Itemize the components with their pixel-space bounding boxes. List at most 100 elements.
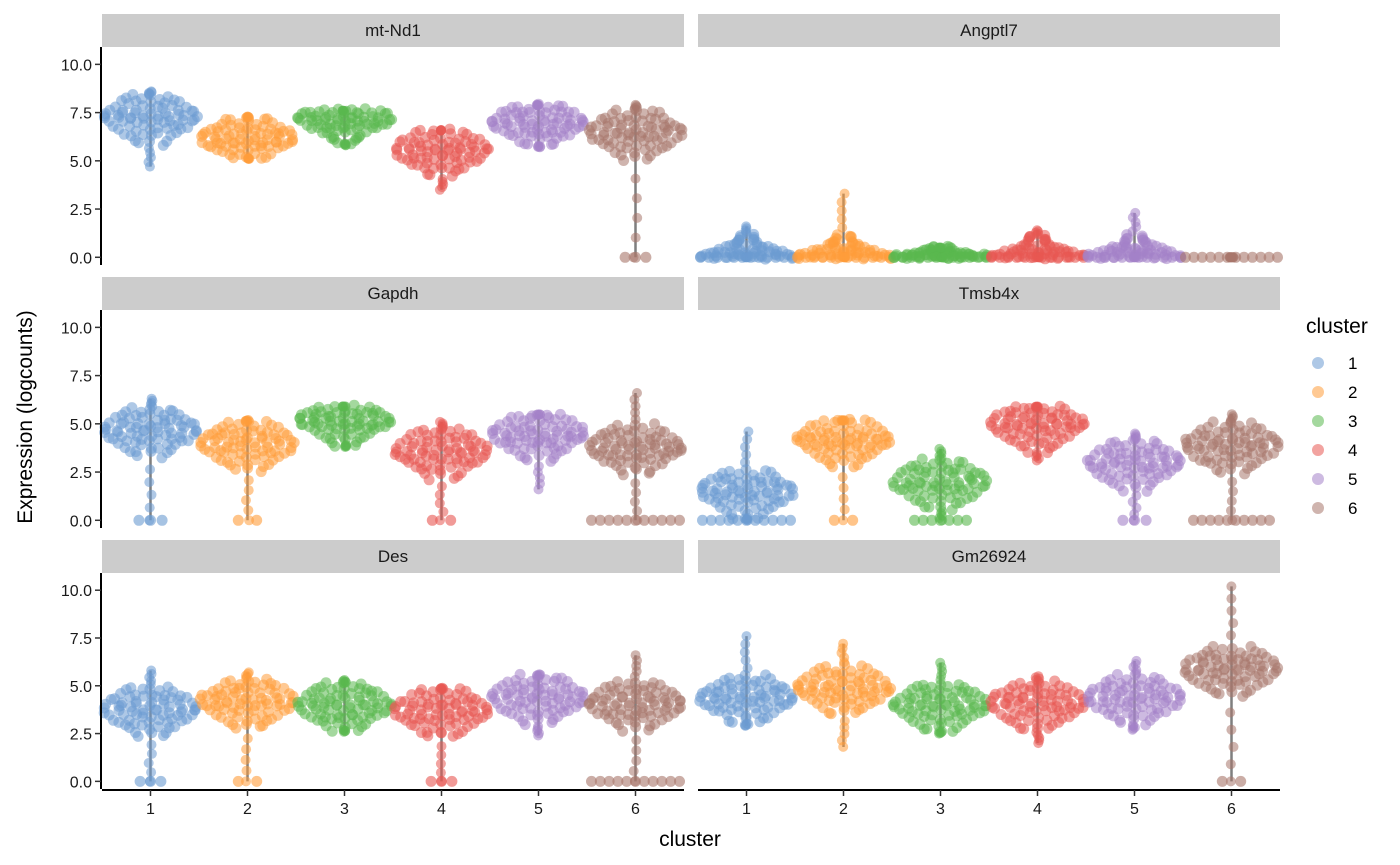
x-tick-label: 6 xyxy=(1227,801,1236,818)
data-point xyxy=(444,425,456,437)
y-tick-label: 0.0 xyxy=(70,513,92,530)
outlier-point xyxy=(740,442,750,452)
violin-cluster-3 xyxy=(887,443,993,526)
data-point xyxy=(859,414,871,426)
outlier-point xyxy=(146,665,157,676)
violin-cluster-3 xyxy=(887,657,992,739)
zero-point xyxy=(612,775,624,787)
data-point xyxy=(510,421,522,433)
facet-mt-Nd1: mt-Nd1 xyxy=(98,14,688,263)
data-point xyxy=(621,110,633,122)
outlier-point xyxy=(839,504,850,515)
zero-point xyxy=(1133,251,1145,263)
zero-point xyxy=(753,251,765,263)
outlier-point xyxy=(243,505,254,516)
zero-point xyxy=(1149,251,1161,263)
zero-point xyxy=(1108,251,1120,263)
violin-cluster-4 xyxy=(389,682,493,787)
facet-strip-label: Angptl7 xyxy=(960,21,1018,40)
outlier-point xyxy=(243,153,254,164)
zero-point xyxy=(1213,514,1225,526)
outlier-point xyxy=(1226,593,1237,604)
zero-point xyxy=(1238,514,1250,526)
zero-point xyxy=(612,514,624,526)
zero-point xyxy=(647,775,659,787)
outlier-point xyxy=(1226,605,1237,616)
zero-point xyxy=(914,251,926,263)
legend: cluster 1 2 3 4 5 6 xyxy=(1306,315,1368,518)
violin-cluster-4 xyxy=(986,225,1090,265)
zero-point xyxy=(638,514,650,526)
outlier-point xyxy=(741,221,752,232)
data-point xyxy=(553,100,564,112)
zero-point xyxy=(1180,251,1191,263)
outlier-point xyxy=(146,86,157,97)
zero-point xyxy=(630,251,641,263)
facet-strip-label: Des xyxy=(378,547,408,566)
outlier-point xyxy=(1226,581,1237,592)
zero-point xyxy=(943,514,955,526)
zero-point xyxy=(867,251,879,263)
zero-point xyxy=(778,251,790,263)
data-point xyxy=(638,680,650,692)
outlier-point xyxy=(632,212,643,223)
zero-point xyxy=(1247,514,1259,526)
outlier-point xyxy=(934,443,945,454)
outlier-point xyxy=(1226,505,1236,516)
legend-key-1 xyxy=(1312,357,1324,369)
facet-Tmsb4x: Tmsb4x xyxy=(696,277,1284,526)
outlier-point xyxy=(1228,618,1239,629)
zero-point xyxy=(1188,251,1200,263)
zero-point xyxy=(1204,514,1216,526)
x-tick-label: 3 xyxy=(936,801,945,818)
legend-key-2 xyxy=(1312,386,1324,398)
outlier-point xyxy=(240,754,251,765)
zero-point xyxy=(695,251,706,263)
zero-point xyxy=(825,251,837,263)
data-point xyxy=(355,678,367,690)
zero-point xyxy=(1196,251,1208,263)
data-point xyxy=(1226,643,1238,655)
zero-point xyxy=(603,775,615,787)
data-point xyxy=(647,677,659,689)
data-point xyxy=(953,456,965,468)
zero-point xyxy=(935,514,946,526)
legend-title: cluster xyxy=(1306,315,1368,338)
outlier-point xyxy=(145,464,155,475)
outlier-point xyxy=(144,502,155,513)
outlier-point xyxy=(243,485,254,496)
outlier-point xyxy=(1032,225,1043,236)
zero-point xyxy=(761,251,773,263)
violin-cluster-3 xyxy=(292,103,398,151)
x-tick-label: 5 xyxy=(534,801,543,818)
zero-point xyxy=(947,251,959,263)
data-point xyxy=(760,465,772,477)
outlier-point xyxy=(242,111,253,122)
facet-strip xyxy=(102,540,684,573)
zero-point xyxy=(586,514,597,526)
zero-point xyxy=(728,251,740,263)
zero-point xyxy=(134,775,146,787)
zero-point xyxy=(133,514,145,526)
outlier-point xyxy=(435,515,445,526)
x-tick-label: 5 xyxy=(1130,801,1139,818)
x-tick-label: 3 xyxy=(340,801,349,818)
zero-point xyxy=(767,514,779,526)
legend-key-6 xyxy=(1312,502,1324,514)
legend-key-5 xyxy=(1312,473,1324,485)
y-tick-label: 7.5 xyxy=(70,631,92,648)
data-point xyxy=(838,243,850,255)
legend-label-2: 2 xyxy=(1348,383,1357,402)
outlier-point xyxy=(338,724,349,735)
outlier-point xyxy=(146,748,157,759)
outlier-point xyxy=(1226,724,1237,735)
data-point xyxy=(259,113,271,125)
data-point xyxy=(512,101,524,113)
data-point xyxy=(1207,641,1219,652)
legend-key-4 xyxy=(1312,444,1324,456)
violin-cluster-4 xyxy=(391,123,494,195)
zero-point xyxy=(426,514,438,526)
zero-point xyxy=(1238,251,1250,263)
outlier-point xyxy=(1033,671,1044,682)
outlier-point xyxy=(146,489,157,500)
